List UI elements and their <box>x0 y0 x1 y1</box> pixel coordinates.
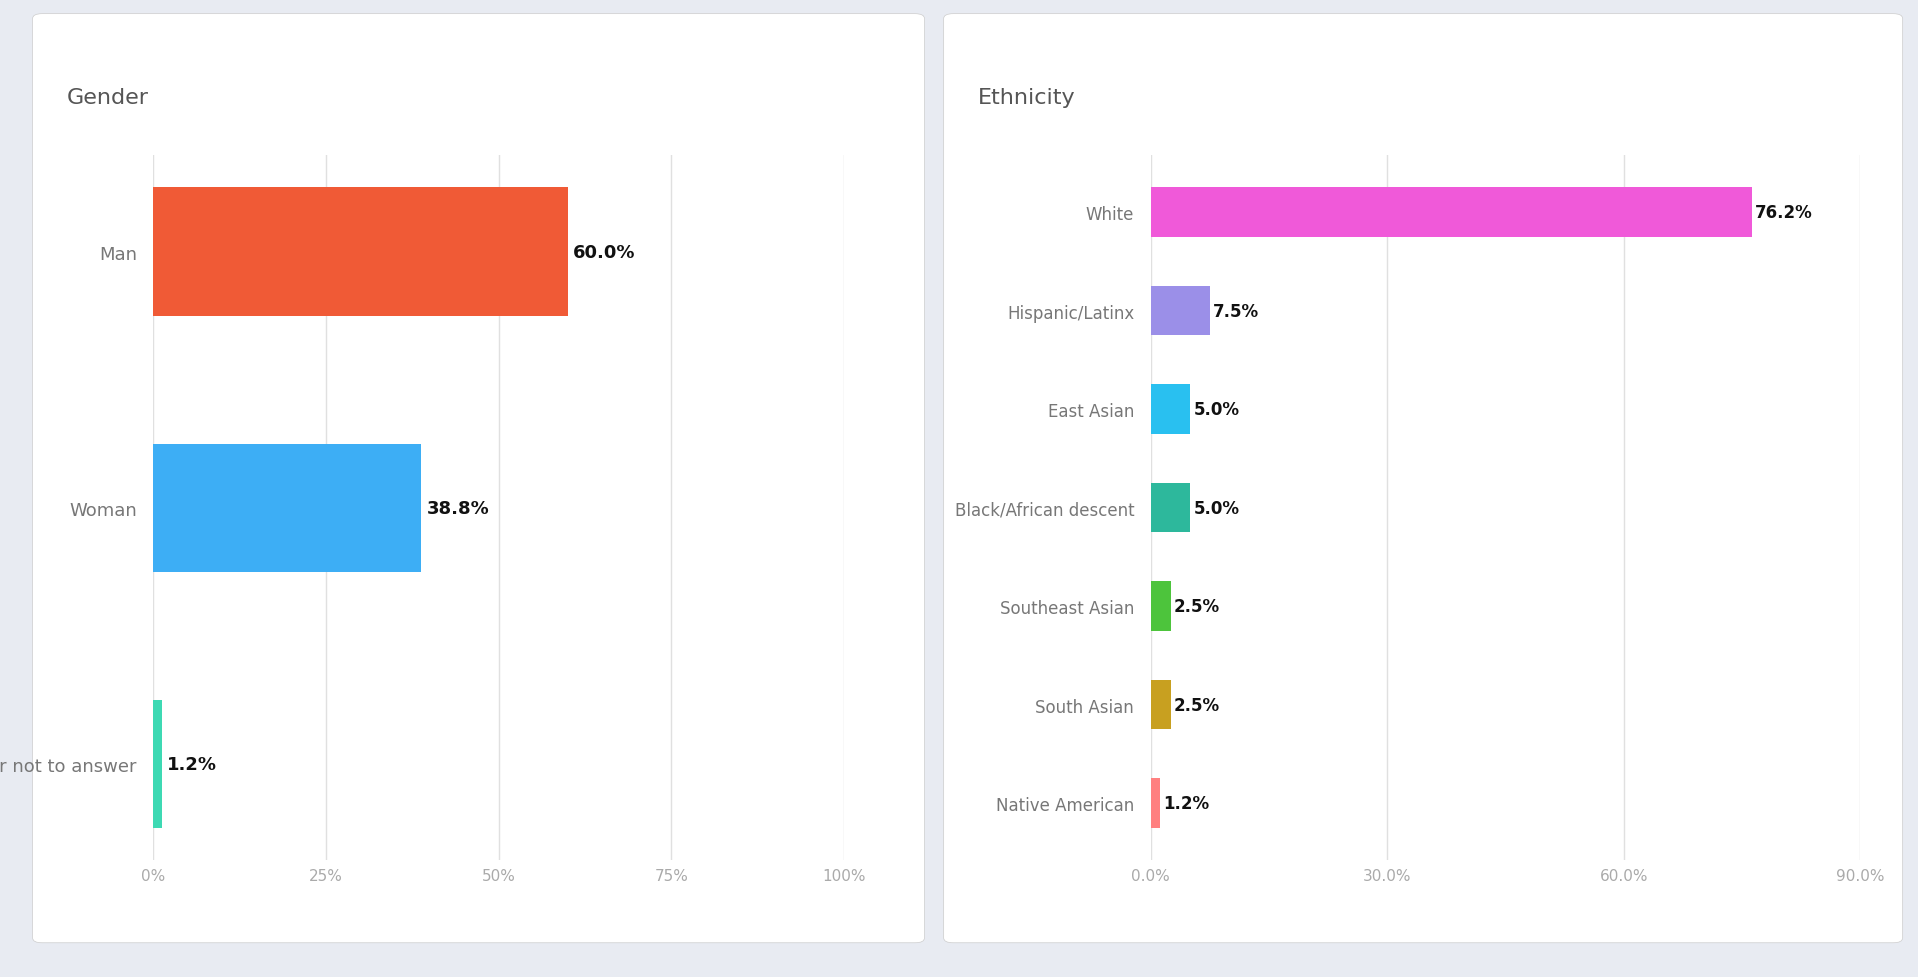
Text: Ethnicity: Ethnicity <box>978 88 1076 107</box>
Bar <box>1151 286 1210 336</box>
Text: Gender: Gender <box>67 88 150 107</box>
Bar <box>1151 779 1160 828</box>
Bar <box>1151 189 1751 237</box>
Text: 5.0%: 5.0% <box>1193 499 1239 517</box>
Text: 2.5%: 2.5% <box>1174 696 1220 714</box>
Bar <box>1151 680 1170 730</box>
Bar <box>153 189 568 317</box>
Text: 60.0%: 60.0% <box>573 243 635 261</box>
Bar <box>153 445 422 572</box>
Text: 1.2%: 1.2% <box>1164 794 1210 812</box>
Bar <box>1151 484 1191 532</box>
Bar <box>153 700 161 828</box>
Bar <box>1151 385 1191 434</box>
Text: 38.8%: 38.8% <box>428 499 489 517</box>
Text: 5.0%: 5.0% <box>1193 401 1239 419</box>
Bar <box>1151 582 1170 631</box>
Text: 7.5%: 7.5% <box>1212 302 1260 320</box>
Text: 76.2%: 76.2% <box>1755 204 1813 222</box>
Text: 1.2%: 1.2% <box>167 755 217 773</box>
Text: 2.5%: 2.5% <box>1174 597 1220 616</box>
